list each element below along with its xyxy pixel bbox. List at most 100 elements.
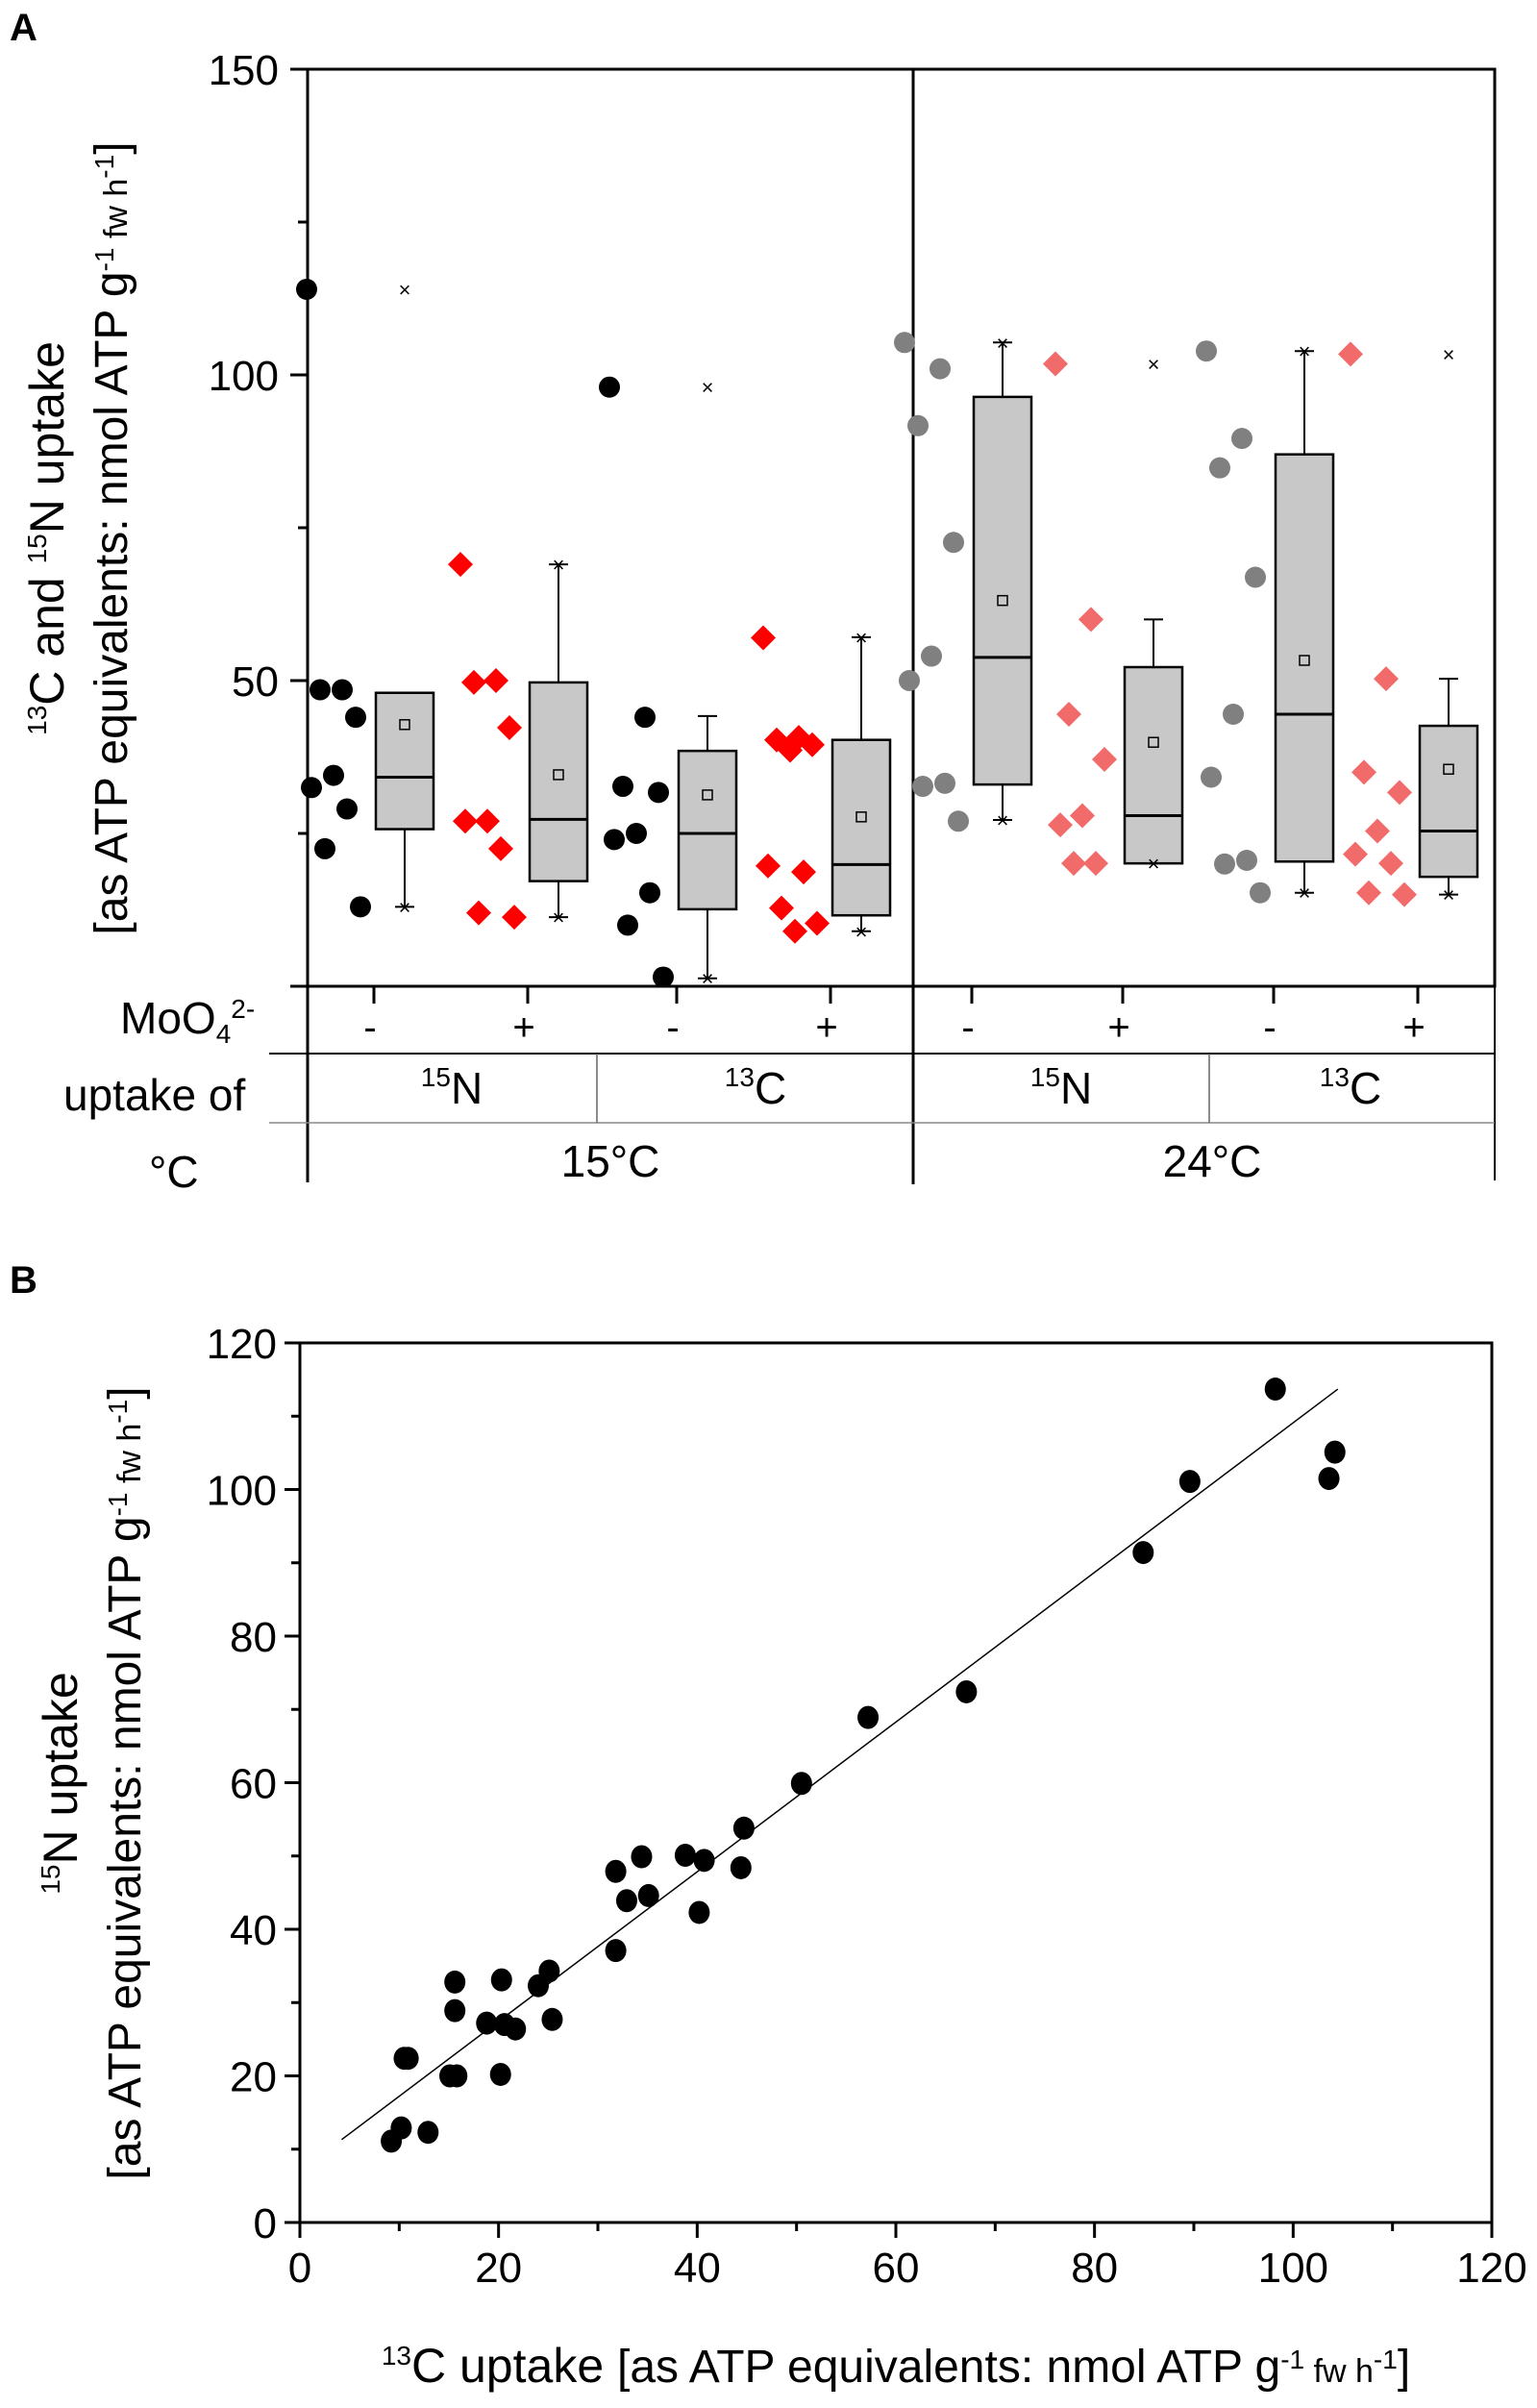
min-marker: × <box>1443 883 1455 907</box>
data-point <box>505 2017 527 2041</box>
temp-24-label: 24°C <box>1163 1136 1262 1186</box>
min-marker: × <box>1299 881 1311 906</box>
uptake-of-row-label: uptake of <box>63 1070 245 1120</box>
data-point <box>626 823 647 844</box>
moo4-sign-label: - <box>1263 1006 1276 1049</box>
isotope-label-15n-24c: 15N <box>1030 1062 1092 1113</box>
max-marker: × <box>399 278 411 302</box>
data-point <box>541 2007 563 2031</box>
x-tick-label: 40 <box>674 2245 721 2292</box>
data-point <box>1365 818 1390 844</box>
panel-b-label: B <box>10 1259 37 1302</box>
data-point <box>332 679 353 701</box>
data-point <box>921 645 942 667</box>
y-tick-label: 120 <box>207 1321 277 1368</box>
y-tick-label: 80 <box>230 1614 277 1661</box>
x-tick-label: 120 <box>1456 2245 1526 2292</box>
y-tick-label: 20 <box>230 2054 277 2101</box>
mean-marker <box>997 594 1008 607</box>
data-point <box>688 1900 710 1924</box>
moo4-sign-label: + <box>1402 1006 1425 1049</box>
data-point <box>475 808 500 834</box>
max-marker: × <box>997 331 1009 355</box>
data-point <box>930 358 951 380</box>
data-point <box>1338 341 1363 367</box>
moo4-sign-label: + <box>512 1006 534 1049</box>
data-point <box>693 1849 715 1873</box>
data-point <box>1201 766 1222 788</box>
data-point <box>323 764 344 786</box>
data-point <box>1356 880 1381 906</box>
panel-b-plot-frame <box>298 1341 1494 2224</box>
data-point <box>894 332 915 354</box>
data-point <box>1245 566 1266 588</box>
data-point <box>1092 747 1117 773</box>
data-point <box>1048 812 1073 838</box>
x-tick-label: 0 <box>288 2245 311 2292</box>
max-marker: × <box>1443 342 1455 366</box>
min-marker: × <box>553 906 565 930</box>
data-point <box>502 905 527 931</box>
data-point <box>934 772 955 794</box>
y-tick-label: 150 <box>209 47 279 94</box>
data-point <box>417 2121 439 2145</box>
data-point <box>476 2011 498 2035</box>
data-point <box>805 910 830 936</box>
max-marker: × <box>855 626 868 650</box>
data-point <box>497 714 522 740</box>
data-point <box>483 668 508 693</box>
data-point <box>751 625 776 651</box>
data-point <box>1056 701 1081 727</box>
data-point <box>899 670 920 691</box>
moo4-sign-label: + <box>815 1006 837 1049</box>
data-point <box>1250 881 1271 904</box>
data-point <box>1318 1467 1340 1491</box>
max-marker: × <box>553 553 565 577</box>
data-point <box>310 679 331 701</box>
data-point <box>1374 666 1399 692</box>
data-point <box>466 900 491 926</box>
x-tick-label: 100 <box>1258 2245 1328 2292</box>
data-point <box>1196 340 1217 362</box>
box <box>1274 453 1335 863</box>
data-point <box>397 2047 419 2071</box>
temp-15-label: 15°C <box>561 1136 660 1186</box>
data-point <box>538 1959 560 1983</box>
panel-b-y-axis-title: 15N uptake <box>34 1672 87 1894</box>
y-tick-label: 40 <box>230 1907 277 1954</box>
moo4-sign-label: - <box>961 1006 974 1049</box>
min-marker: × <box>855 920 868 944</box>
data-point <box>912 776 933 798</box>
box <box>677 749 738 911</box>
data-point <box>599 376 620 398</box>
box <box>1418 724 1479 879</box>
data-point <box>1264 1378 1286 1402</box>
data-point <box>461 669 486 695</box>
data-point <box>1178 1470 1201 1494</box>
panel-b-y-axis-unit: [as ATP equivalents: nmol ATP g-1 fw h-1… <box>100 1386 151 2179</box>
data-point <box>1209 457 1230 479</box>
data-point <box>637 1883 659 1907</box>
isotope-label-13c-15c: 13C <box>725 1062 786 1113</box>
data-point <box>604 829 625 851</box>
data-point <box>790 1772 812 1796</box>
data-point <box>634 707 656 729</box>
x-tick-label: 60 <box>873 2245 920 2292</box>
data-point <box>448 552 473 578</box>
data-point <box>948 810 969 832</box>
data-point <box>639 881 660 904</box>
data-point <box>1078 607 1103 633</box>
y-tick-label: 50 <box>232 658 279 706</box>
data-point <box>943 532 964 554</box>
panel-a-y-axis-unit: [as ATP equivalents: nmol ATP g-1 fw h-1… <box>87 141 137 934</box>
mean-marker <box>1299 655 1310 666</box>
data-point <box>955 1679 978 1703</box>
y-tick-label: 100 <box>209 353 279 400</box>
data-point <box>730 1855 752 1879</box>
data-point <box>653 966 674 988</box>
data-point <box>296 278 317 300</box>
data-point <box>444 1998 466 2023</box>
mean-marker <box>855 811 867 823</box>
